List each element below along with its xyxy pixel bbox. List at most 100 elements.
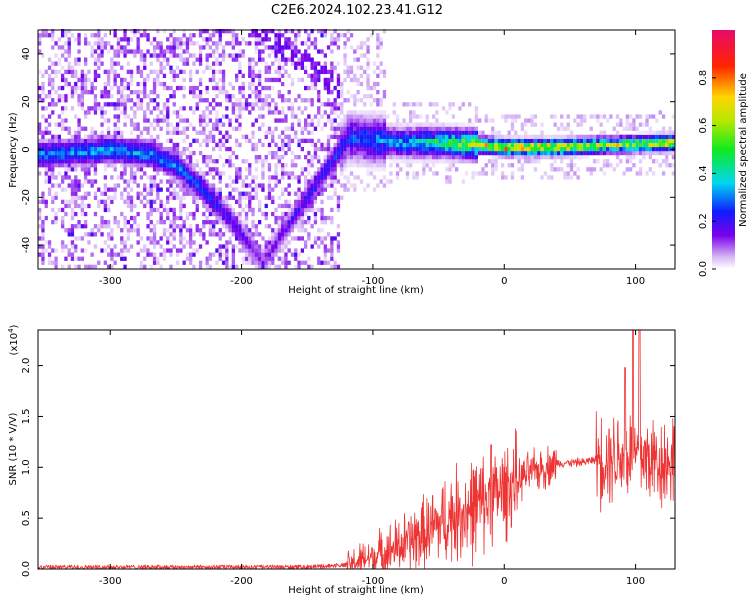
heatmap-cell xyxy=(212,61,216,66)
heatmap-cell xyxy=(185,126,190,131)
heatmap-cell xyxy=(353,175,357,180)
heatmap-cell xyxy=(87,138,91,143)
heatmap-cell xyxy=(478,130,482,135)
heatmap-cell xyxy=(156,94,160,99)
heatmap-cell xyxy=(313,85,318,91)
heatmap-cell xyxy=(658,134,662,139)
heatmap-cell xyxy=(287,232,291,237)
heatmap-cell xyxy=(189,244,193,249)
heatmap-cell xyxy=(70,167,75,172)
heatmap-cell xyxy=(405,159,410,164)
heatmap-cell xyxy=(366,81,370,87)
heatmap-cell xyxy=(399,126,403,131)
heatmap-cell xyxy=(435,118,439,123)
heatmap-cell xyxy=(38,49,42,54)
heatmap-cell xyxy=(369,171,373,176)
heatmap-cell xyxy=(175,155,180,160)
heatmap-cell xyxy=(146,142,150,148)
heatmap-cell xyxy=(143,264,147,269)
heatmap-cell xyxy=(47,256,52,261)
heatmap-cell xyxy=(228,236,232,241)
heatmap-cell xyxy=(133,175,137,180)
heatmap-cell xyxy=(212,191,216,196)
heatmap-cell xyxy=(638,167,643,172)
heatmap-cell xyxy=(159,155,163,160)
heatmap-cell xyxy=(310,102,314,107)
heatmap-cell xyxy=(225,94,229,99)
heatmap-cell xyxy=(208,203,212,209)
heatmap-cell xyxy=(353,130,357,135)
heatmap-cell xyxy=(307,171,311,176)
heatmap-cell xyxy=(382,90,387,95)
heatmap-cell xyxy=(41,260,45,265)
heatmap-cell xyxy=(602,142,607,148)
heatmap-cell xyxy=(116,130,121,135)
heatmap-cell xyxy=(116,224,121,229)
heatmap-cell xyxy=(310,187,314,192)
heatmap-cell xyxy=(103,159,107,164)
heatmap-cell xyxy=(300,203,304,209)
heatmap-cell xyxy=(284,199,288,204)
heatmap-cell xyxy=(284,41,288,46)
heatmap-cell xyxy=(231,57,235,62)
heatmap-cell xyxy=(238,211,242,217)
heatmap-cell xyxy=(606,146,610,152)
heatmap-cell xyxy=(225,215,229,221)
heatmap-cell xyxy=(189,232,193,237)
heatmap-cell xyxy=(120,98,124,103)
heatmap-cell xyxy=(225,207,229,213)
heatmap-cell xyxy=(484,118,488,123)
heatmap-cell xyxy=(238,171,242,176)
heatmap-cell xyxy=(366,146,370,152)
heatmap-cell xyxy=(326,90,331,95)
heatmap-cell xyxy=(64,199,68,204)
heatmap-cell xyxy=(189,211,193,217)
heatmap-cell xyxy=(149,61,153,66)
heatmap-cell xyxy=(310,244,314,249)
heatmap-cell xyxy=(202,195,206,200)
heatmap-cell xyxy=(107,94,111,99)
heatmap-cell xyxy=(90,232,94,237)
heatmap-cell xyxy=(258,159,262,164)
heatmap-cell xyxy=(277,159,281,164)
y-tick-label: 1.5 xyxy=(21,408,32,424)
heatmap-cell xyxy=(139,150,144,156)
heatmap-cell xyxy=(376,65,380,70)
heatmap-cell xyxy=(376,163,380,168)
heatmap-cell xyxy=(172,94,176,99)
heatmap-cell xyxy=(281,155,285,160)
heatmap-cell xyxy=(553,146,557,152)
heatmap-cell xyxy=(326,134,331,139)
heatmap-cell xyxy=(359,118,364,123)
heatmap-cell xyxy=(448,122,452,127)
heatmap-cell xyxy=(126,159,130,164)
heatmap-cell xyxy=(179,248,183,253)
heatmap-cell xyxy=(70,256,75,261)
heatmap-cell xyxy=(149,236,153,241)
heatmap-cell xyxy=(274,57,278,62)
heatmap-cell xyxy=(67,138,71,143)
heatmap-cell xyxy=(300,57,304,62)
heatmap-cell xyxy=(244,191,249,196)
heatmap-cell xyxy=(241,207,245,213)
heatmap-cell xyxy=(84,211,88,217)
heatmap-cell xyxy=(497,130,501,135)
heatmap-cell xyxy=(107,150,111,156)
heatmap-cell xyxy=(451,102,455,107)
heatmap-cell xyxy=(267,126,272,131)
heatmap-cell xyxy=(323,110,327,115)
heatmap-cell xyxy=(330,159,334,164)
heatmap-cell xyxy=(491,171,495,176)
heatmap-cell xyxy=(267,150,272,156)
heatmap-cell xyxy=(317,94,321,99)
heatmap-cell xyxy=(77,130,81,135)
heatmap-cell xyxy=(560,122,564,127)
heatmap-cell xyxy=(198,130,203,135)
heatmap-cell xyxy=(143,244,147,249)
heatmap-cell xyxy=(166,179,170,184)
heatmap-cell xyxy=(215,110,219,115)
heatmap-cell xyxy=(602,134,607,139)
heatmap-cell xyxy=(281,211,285,217)
heatmap-cell xyxy=(248,236,252,241)
heatmap-cell xyxy=(41,130,45,135)
